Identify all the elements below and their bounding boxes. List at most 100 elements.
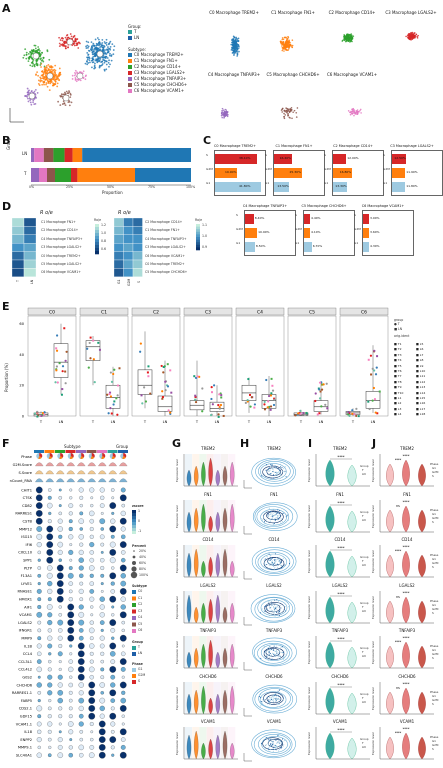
cell-point (271, 744, 273, 746)
cell-point (275, 645, 277, 647)
violin-band (199, 636, 207, 668)
cell-point (269, 513, 271, 515)
small-umap-title: C1 Macrophage FN1+ (271, 10, 315, 15)
violin (418, 691, 426, 714)
cell-point (284, 524, 286, 526)
cell-point (280, 651, 282, 653)
orig-ident-item: ■ L18 (416, 412, 426, 417)
cell-point (271, 514, 273, 516)
orig-ident-item: ■ T10 (394, 390, 404, 395)
sample-point (110, 412, 113, 415)
legend-swatch (132, 629, 136, 633)
violin (208, 515, 213, 532)
y-axis-label: Expression level (307, 459, 311, 482)
legend-item: G1 (432, 693, 436, 698)
violin-band (185, 454, 192, 486)
cell-point (271, 604, 273, 606)
metric-row-label: S.Score (19, 471, 33, 475)
legend-item: T (362, 695, 364, 700)
cell-point (280, 522, 282, 524)
cell-point (282, 745, 284, 747)
expression-dot (77, 666, 85, 673)
cell-point (277, 518, 279, 520)
legend-item: C0 (138, 589, 143, 593)
sample-point (319, 390, 322, 393)
violin-band (206, 727, 214, 759)
expression-dot (46, 549, 54, 556)
legend-title: Group (360, 464, 369, 468)
legend-swatch (132, 609, 136, 614)
legend-swatch (132, 622, 136, 627)
violin (402, 596, 410, 623)
expression-dot (111, 511, 115, 515)
heatmap-row-label: C5 Macrophage CHCHD6+ (145, 270, 188, 275)
cluster-marker (32, 52, 40, 60)
heatmap-cell (23, 259, 37, 269)
legend-tick: 20% (139, 549, 147, 553)
cell-point (279, 469, 281, 471)
roe-heatmap-left (11, 217, 37, 277)
expression-dot (78, 635, 84, 641)
expression-dot (88, 681, 96, 689)
cell-point (279, 558, 281, 560)
gene-title: CD14 (401, 537, 413, 542)
cell-point (268, 657, 270, 659)
cell-point (270, 600, 272, 602)
cell-point (276, 698, 278, 700)
violin (402, 550, 410, 578)
expression-dot (69, 496, 73, 500)
phase-bar (304, 228, 310, 238)
facet-label: C3 (205, 309, 211, 315)
cell-point (270, 749, 272, 751)
sample-point (193, 375, 196, 378)
y-axis-label: Expression level (175, 459, 179, 482)
cell-point (264, 476, 266, 478)
legend-item: T (362, 513, 364, 518)
sample-point (324, 403, 327, 406)
expression-dot (79, 511, 84, 516)
small-umap-3 (405, 31, 419, 41)
cell-point (280, 564, 282, 566)
violin-plot-TNFAIP3 (183, 636, 238, 669)
cell-point (284, 654, 286, 656)
violin (186, 469, 192, 487)
cell-point (270, 609, 272, 611)
sample-point (267, 400, 270, 403)
cell-point (263, 650, 265, 652)
cell-point (273, 522, 275, 524)
sample-point (61, 388, 64, 391)
expression-dot (99, 620, 105, 625)
phase-value: 4.40% (311, 216, 321, 220)
cell-point (273, 599, 275, 601)
cell-point (269, 745, 271, 747)
cell-point (265, 655, 267, 657)
expression-dot (99, 518, 106, 525)
legend-title: zscore (132, 504, 144, 508)
sample-point (266, 406, 269, 409)
cell-point (275, 523, 277, 525)
expression-dot (109, 557, 116, 564)
violin-plot-LGALS2 (183, 590, 238, 623)
significance-label: **** (395, 458, 402, 462)
legend-gradient-step (95, 236, 99, 240)
cycle-box: 38.10% 19.90% 41.80% (214, 150, 266, 196)
violin (222, 465, 228, 487)
gene-label: CCL4L2 (18, 668, 32, 672)
legend-gradient-step (196, 226, 200, 230)
cell-point (270, 604, 272, 606)
expression-dot (119, 658, 127, 665)
orig-ident-item: ■ L12 (416, 379, 426, 384)
violin-band (213, 454, 221, 486)
expression-dot (90, 496, 94, 500)
legend-gradient-step (132, 531, 136, 534)
sample-point (376, 355, 379, 358)
expression-dot (78, 619, 85, 626)
contour-line (258, 733, 291, 755)
cell-point (266, 738, 268, 740)
cell-point (280, 612, 282, 614)
heatmap-row-label: C6 Macrophage VCAM1+ (41, 270, 81, 275)
cell-point (274, 474, 276, 476)
expression-dot (100, 527, 104, 531)
cell-point (273, 698, 275, 700)
header-subtype: Subtype (64, 444, 81, 449)
